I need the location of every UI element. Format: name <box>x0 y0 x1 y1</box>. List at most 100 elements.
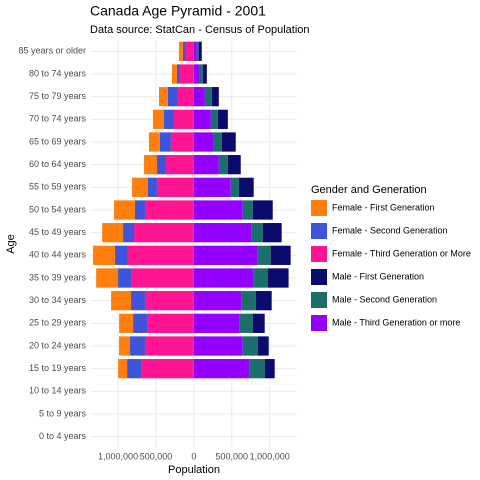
bar-segment <box>252 313 265 333</box>
bar-segment <box>238 177 254 197</box>
y-tick-label: 65 to 69 years <box>29 136 87 146</box>
bar-segment <box>270 245 291 265</box>
legend-swatch <box>311 246 327 262</box>
y-tick-label: 40 to 44 years <box>29 250 87 260</box>
bar-segment <box>133 313 148 333</box>
y-tick-label: 15 to 19 years <box>29 363 87 373</box>
bar-segment <box>119 313 134 333</box>
bar-segment <box>141 359 194 379</box>
bar-segment <box>257 245 271 265</box>
bar-segment <box>159 132 171 152</box>
y-tick-label: 20 to 24 years <box>29 340 87 350</box>
bar-segment <box>193 245 258 265</box>
y-tick-label: 25 to 29 years <box>29 318 87 328</box>
legend-label: Female - Third Generation or More <box>332 248 471 258</box>
chart-subtitle: Data source: StatCan - Census of Populat… <box>90 24 310 36</box>
legend-swatch <box>311 315 327 331</box>
bar-segment <box>202 64 207 84</box>
bar-segment <box>134 223 194 243</box>
bar-segment <box>242 200 253 220</box>
y-tick-label: 55 to 59 years <box>29 182 87 192</box>
legend-swatch <box>311 223 327 239</box>
bar-segment <box>221 132 236 152</box>
bar-segment <box>204 87 212 107</box>
y-tick-label: 80 to 74 years <box>29 68 87 78</box>
bar-segment <box>218 155 228 175</box>
bar-segment <box>157 155 166 175</box>
bar-segment <box>255 291 272 311</box>
y-tick-label: 30 to 34 years <box>29 295 87 305</box>
bar-segment <box>96 268 119 288</box>
x-tick-label: 1,000,000 <box>98 451 138 461</box>
legend-label: Female - Second Generation <box>332 225 448 235</box>
bar-segment <box>148 177 157 197</box>
bar-segment <box>198 41 202 61</box>
y-tick-label: 10 to 14 years <box>29 386 87 396</box>
legend-swatch <box>311 269 327 285</box>
bar-segment <box>130 336 145 356</box>
bar-segment <box>131 291 145 311</box>
legend-label: Male - Third Generation or more <box>332 317 460 327</box>
bar-segment <box>264 359 275 379</box>
y-tick-label: 70 to 74 years <box>29 114 87 124</box>
bar-segment <box>134 200 145 220</box>
legend-label: Male - Second Generation <box>332 294 437 304</box>
bar-segment <box>171 64 177 84</box>
bar-segment <box>156 177 194 197</box>
bar-segment <box>257 336 269 356</box>
x-tick-label: 1,000,000 <box>250 451 290 461</box>
bar-segment <box>127 359 142 379</box>
bar-segment <box>144 200 194 220</box>
bar-segment <box>193 109 211 129</box>
y-axis-title: Age <box>5 234 17 254</box>
bar-segment <box>253 268 268 288</box>
bar-segment <box>102 223 124 243</box>
bar-segment <box>144 155 158 175</box>
y-tick-label: 35 to 39 years <box>29 272 87 282</box>
bar-segment <box>144 336 194 356</box>
legend-label: Female - First Generation <box>332 202 435 212</box>
bar-segment <box>193 132 214 152</box>
bar-segment <box>193 64 200 84</box>
bar-segment <box>193 87 205 107</box>
bar-segment <box>119 336 131 356</box>
bar-segment <box>173 109 194 129</box>
bar-segment <box>242 336 258 356</box>
bar-segment <box>118 268 132 288</box>
y-tick-label: 85 years or older <box>18 46 86 56</box>
bar-segment <box>148 132 160 152</box>
bar-segment <box>131 268 194 288</box>
bar-segment <box>262 223 282 243</box>
bar-segment <box>193 313 240 333</box>
bar-segment <box>193 200 243 220</box>
y-tick-label: 50 to 54 years <box>29 204 87 214</box>
bar-segment <box>179 64 194 84</box>
bar-segment <box>123 223 135 243</box>
legend-swatch <box>311 200 327 216</box>
bar-segment <box>111 291 132 311</box>
bar-segment <box>251 223 263 243</box>
bar-segment <box>196 41 199 61</box>
x-tick-label: 0 <box>191 451 196 461</box>
bar-segment <box>118 359 128 379</box>
legend-swatch <box>311 292 327 308</box>
chart-title: Canada Age Pyramid - 2001 <box>90 3 266 19</box>
bar-segment <box>177 87 194 107</box>
y-tick-label: 0 to 4 years <box>39 431 87 441</box>
bar-segment <box>193 223 252 243</box>
legend-label: Male - First Generation <box>332 271 424 281</box>
bar-segment <box>163 109 174 129</box>
bar-segment <box>147 313 194 333</box>
bar-segment <box>193 41 197 61</box>
y-tick-label: 5 to 9 years <box>39 408 87 418</box>
bar-segment <box>217 109 228 129</box>
bar-segment <box>199 64 203 84</box>
bar-segment <box>193 336 243 356</box>
x-tick-label: 500,000 <box>140 451 173 461</box>
bar-segment <box>170 132 194 152</box>
bar-segment <box>193 359 250 379</box>
bar-segment <box>210 109 218 129</box>
bar-segment <box>152 109 164 129</box>
bar-segment <box>115 245 128 265</box>
